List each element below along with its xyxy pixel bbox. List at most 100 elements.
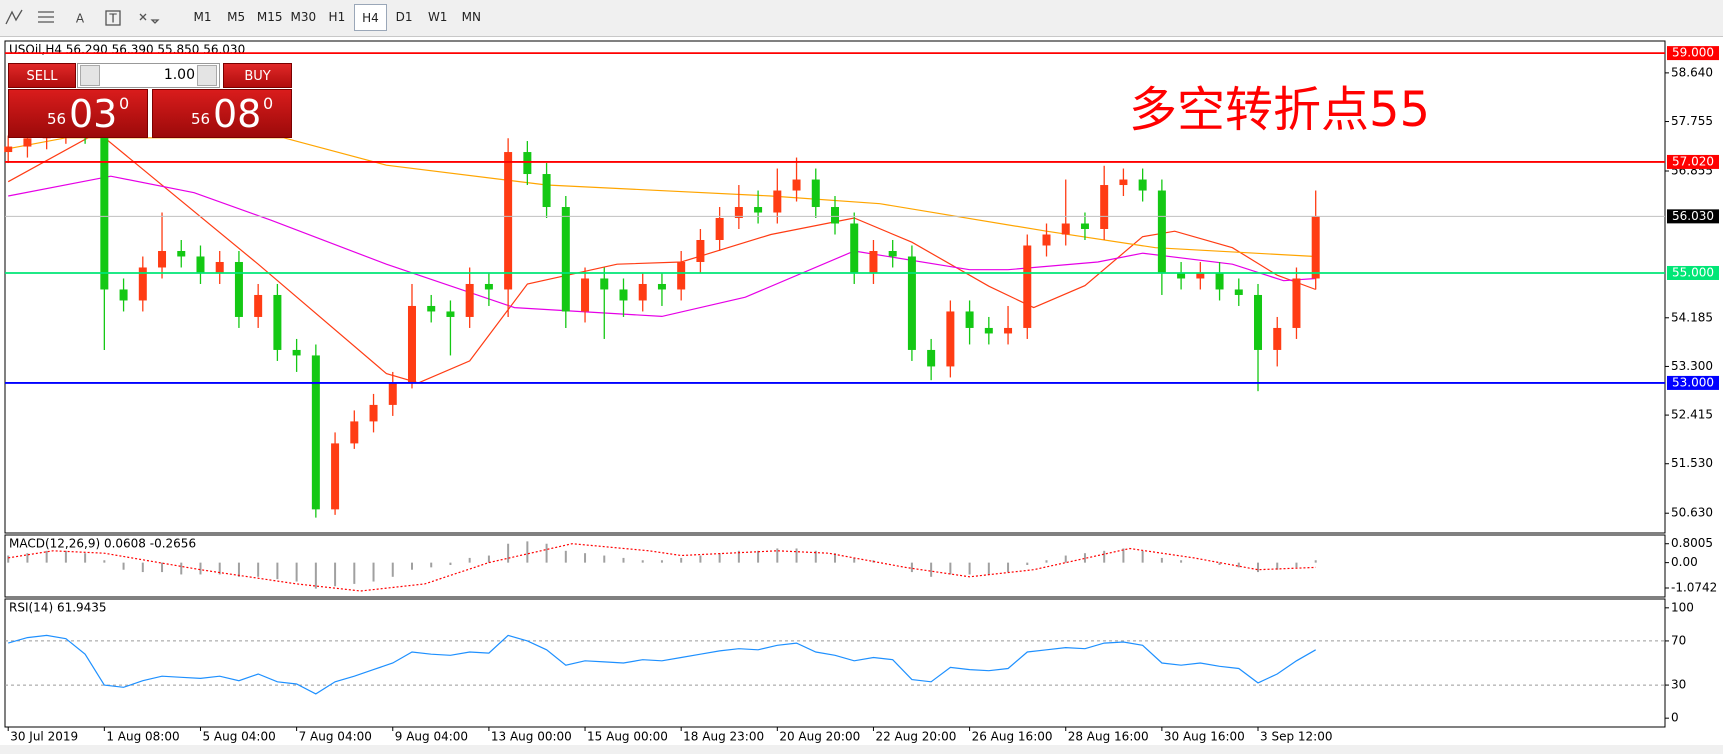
lot-down[interactable] xyxy=(80,65,100,86)
level-label: 57.020 xyxy=(1672,154,1714,168)
label-tool-box[interactable] xyxy=(105,10,121,26)
ask-price[interactable]: 56 08 0 xyxy=(152,89,292,138)
candle-body xyxy=(1177,272,1186,279)
x-tick-label: 22 Aug 20:00 xyxy=(875,730,956,744)
current-price-label: 56.030 xyxy=(1672,209,1714,223)
candle-body xyxy=(196,256,205,273)
candle-body xyxy=(792,179,801,191)
grid-tool-icon[interactable] xyxy=(38,11,54,23)
candle-body xyxy=(561,207,570,312)
arrow-tool-icon[interactable] xyxy=(139,13,160,24)
panel-header: MACD(12,26,9) 0.0608 -0.2656 xyxy=(9,537,196,551)
rsi-line xyxy=(8,634,1316,695)
candle-body xyxy=(773,190,782,213)
candle-body xyxy=(619,289,628,301)
moving-average xyxy=(7,131,1316,384)
y-tick-label: 50.630 xyxy=(1671,506,1713,520)
candle-body xyxy=(715,218,724,240)
candle-body xyxy=(369,404,378,422)
status-strip xyxy=(0,745,1723,754)
bid-price[interactable]: 56 03 0 xyxy=(8,89,148,138)
trade-panel: SELL 1.00 BUY 56 03 0 56 08 0 xyxy=(8,63,292,138)
timeframe-button[interactable]: M30 xyxy=(290,10,317,24)
candle-body xyxy=(523,152,532,175)
timeframe-button[interactable]: M5 xyxy=(227,10,246,24)
toolbar: A T M1 M5 M15 M30 H1 H4 D1 W1 MN xyxy=(0,0,1723,37)
ask-small: 56 xyxy=(191,110,211,128)
candle-body xyxy=(907,256,916,350)
timeframe-button[interactable]: W1 xyxy=(427,10,448,24)
candle-body xyxy=(407,305,416,383)
candle-body xyxy=(1004,327,1013,334)
level-label-box xyxy=(1667,265,1719,280)
sell-button[interactable]: SELL xyxy=(8,63,76,88)
candle-body xyxy=(1311,216,1320,279)
y-tick-label: 53.300 xyxy=(1671,359,1713,373)
candle-body xyxy=(331,443,340,510)
y-tick-label: 58.640 xyxy=(1671,65,1713,79)
chart-tool-icon[interactable] xyxy=(5,9,23,25)
y-tick-label: 0 xyxy=(1671,711,1679,725)
level-label-box xyxy=(1667,375,1719,390)
bid-small: 56 xyxy=(47,110,67,128)
x-tick-label: 30 Aug 16:00 xyxy=(1164,730,1245,744)
lot-box[interactable]: 1.00 xyxy=(77,63,220,88)
candle-body xyxy=(542,174,551,208)
level-label: 53.000 xyxy=(1672,375,1714,389)
candle-body xyxy=(1061,223,1070,235)
candle-body xyxy=(831,207,839,224)
candle-body xyxy=(504,152,513,290)
candle-body xyxy=(869,250,878,273)
candle-body xyxy=(138,267,147,301)
x-tick-label: 5 Aug 04:00 xyxy=(202,730,275,744)
lot-up[interactable] xyxy=(197,65,217,86)
timeframe-button[interactable]: M15 xyxy=(256,10,283,24)
x-tick-label: 20 Aug 20:00 xyxy=(779,730,860,744)
timeframe-button[interactable]: H1 xyxy=(328,10,346,24)
candle-body xyxy=(1100,185,1109,230)
ask-sup: 0 xyxy=(263,94,274,113)
ask-main: 08 xyxy=(213,92,262,136)
candle-body xyxy=(177,250,186,257)
candle-body xyxy=(600,278,609,290)
x-tick-label: 13 Aug 00:00 xyxy=(491,730,572,744)
text-tool[interactable]: A xyxy=(76,12,85,26)
x-tick-label: 3 Sep 12:00 xyxy=(1260,730,1332,744)
panel-header: USOil,H4 56.290 56.390 55.850 56.030 xyxy=(9,43,245,57)
timeframe-button[interactable]: MN xyxy=(461,10,481,24)
candle-body xyxy=(1273,327,1282,350)
candle-body xyxy=(811,179,820,208)
candle-body xyxy=(984,327,993,334)
panel-frame xyxy=(4,534,1666,598)
buy-button[interactable]: BUY xyxy=(223,63,292,88)
candle-body xyxy=(4,146,13,153)
candle-body xyxy=(677,261,686,290)
timeframe-button[interactable]: D1 xyxy=(395,10,413,24)
bid-main: 03 xyxy=(69,92,118,136)
y-tick-label: 57.755 xyxy=(1671,114,1713,128)
y-tick-label: -1.0742 xyxy=(1671,581,1717,595)
level-label-box xyxy=(1667,46,1719,61)
lot-value: 1.00 xyxy=(163,67,195,83)
x-tick-label: 7 Aug 04:00 xyxy=(299,730,372,744)
candle-body xyxy=(638,283,647,301)
candle-body xyxy=(850,223,859,273)
timeframe-button[interactable]: H4 xyxy=(354,4,387,31)
candle-body xyxy=(965,311,974,328)
candle-body xyxy=(888,250,897,257)
y-tick-label: 52.415 xyxy=(1671,408,1713,422)
candle-body xyxy=(657,283,666,290)
candle-body xyxy=(1157,190,1166,273)
y-tick-label: 30 xyxy=(1671,678,1686,692)
candle-body xyxy=(1292,278,1301,328)
annotation: 多空转折点55 xyxy=(1129,82,1430,138)
candle-body xyxy=(427,305,436,312)
candle-body xyxy=(927,349,936,367)
y-tick-label: 0.8005 xyxy=(1671,536,1713,550)
candle-body xyxy=(446,311,455,317)
candle-body xyxy=(581,278,590,312)
tool-icons: A T xyxy=(5,9,160,26)
label-tool[interactable]: T xyxy=(108,12,117,26)
timeframe-button[interactable]: M1 xyxy=(193,10,212,24)
